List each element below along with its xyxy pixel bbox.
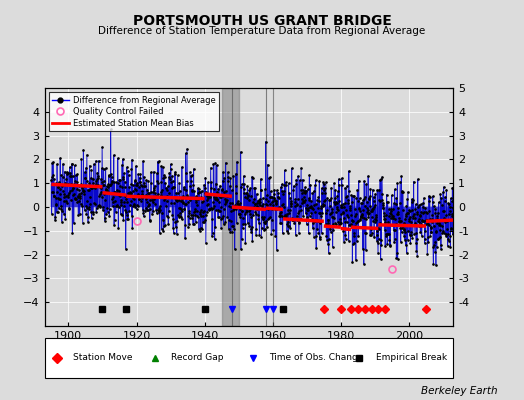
Text: Time of Obs. Change: Time of Obs. Change (269, 354, 364, 362)
Text: PORTSMOUTH US GRANT BRIDGE: PORTSMOUTH US GRANT BRIDGE (133, 14, 391, 28)
Text: Berkeley Earth: Berkeley Earth (421, 386, 498, 396)
Text: Empirical Break: Empirical Break (376, 354, 447, 362)
Bar (222, 88, 238, 326)
FancyBboxPatch shape (45, 338, 453, 378)
Legend: Difference from Regional Average, Quality Control Failed, Estimated Station Mean: Difference from Regional Average, Qualit… (49, 92, 219, 131)
Text: Difference of Station Temperature Data from Regional Average: Difference of Station Temperature Data f… (99, 26, 425, 36)
Text: Record Gap: Record Gap (171, 354, 224, 362)
Text: Station Move: Station Move (73, 354, 133, 362)
